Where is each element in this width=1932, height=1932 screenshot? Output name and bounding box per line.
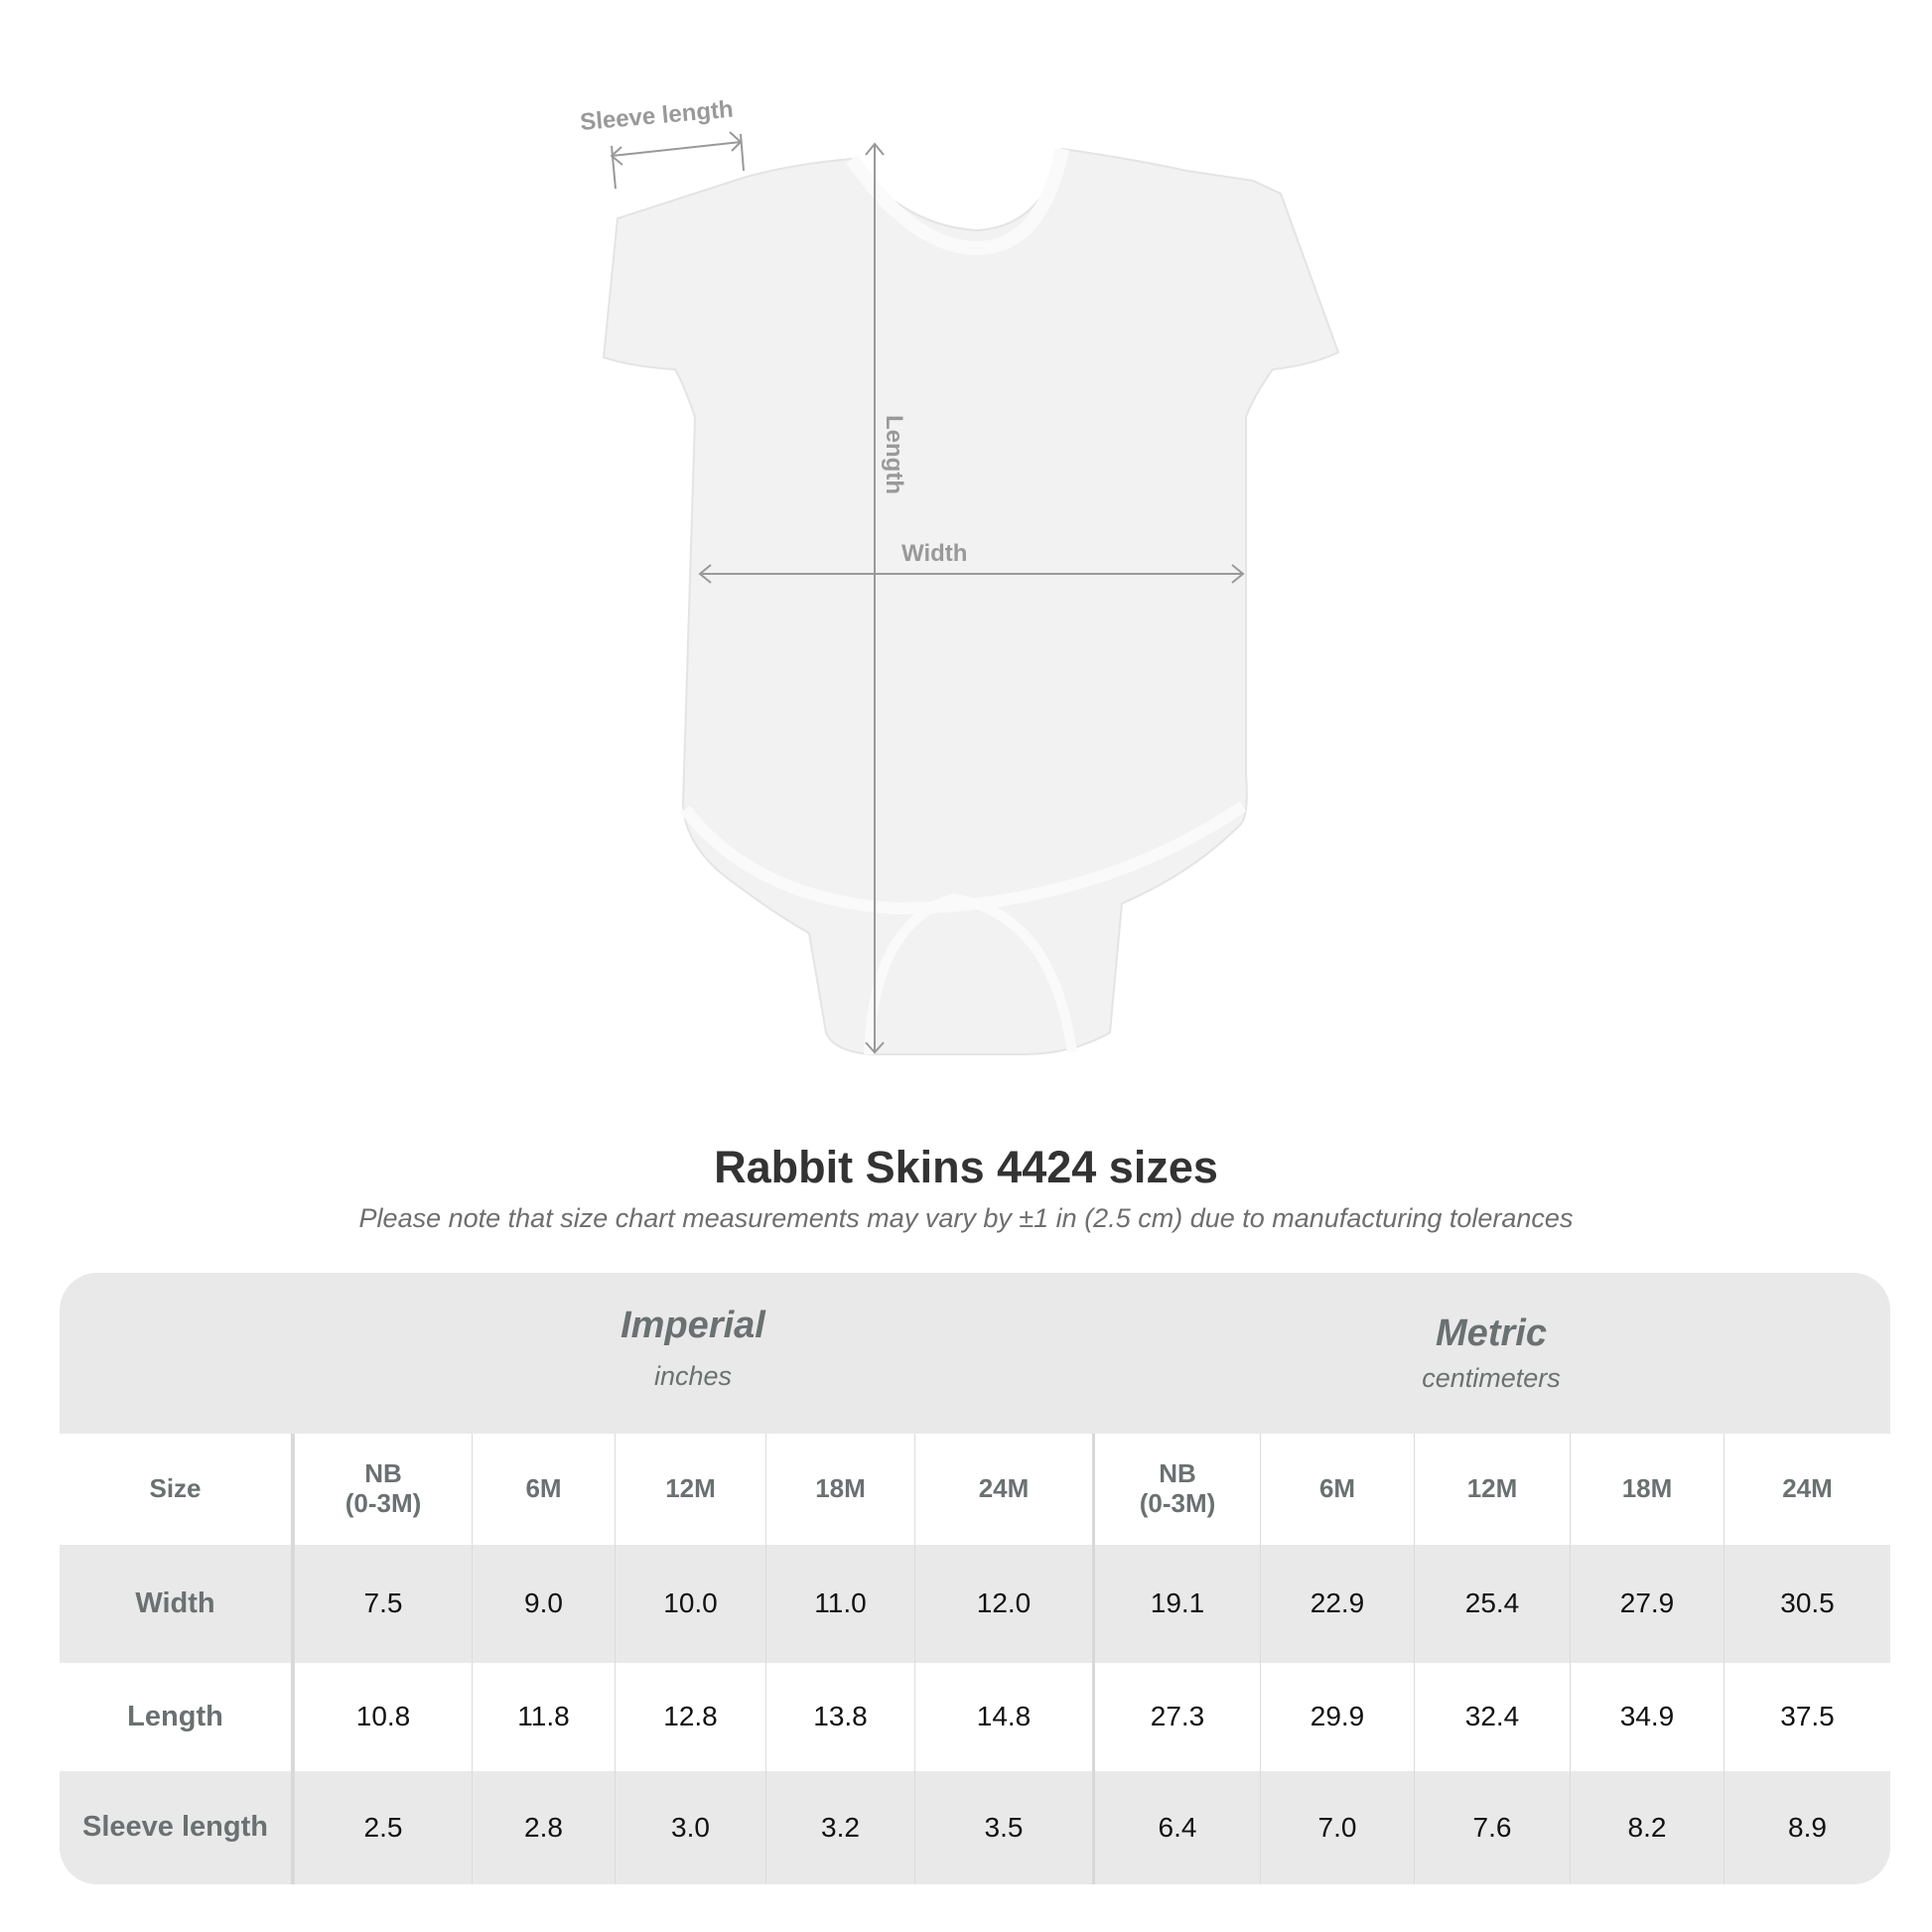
imperial-value: 2.5 xyxy=(294,1771,472,1884)
length-label: Length xyxy=(881,415,907,494)
metric-unit: centimeters xyxy=(1422,1363,1561,1393)
onesie-illustration xyxy=(602,147,1340,1055)
imperial-value: 10.0 xyxy=(615,1545,765,1663)
metric-value: 6.4 xyxy=(1092,1771,1260,1884)
imperial-header: Imperial inches xyxy=(294,1273,1092,1434)
imperial-unit: inches xyxy=(653,1361,733,1391)
imperial-value: 10.8 xyxy=(294,1663,472,1771)
size-header-cell: 6M xyxy=(1260,1434,1414,1545)
size-header-cell: 18M xyxy=(765,1434,914,1545)
sleeve-length-label: Sleeve length xyxy=(579,96,734,136)
imperial-value: 3.2 xyxy=(765,1771,914,1884)
size-header-cell: 18M xyxy=(1570,1434,1724,1545)
metric-value: 25.4 xyxy=(1414,1545,1570,1663)
onesie-diagram: Sleeve length Length Width xyxy=(579,96,1340,1055)
metric-title: Metric xyxy=(1436,1312,1547,1354)
imperial-value: 3.0 xyxy=(615,1771,765,1884)
metric-value: 7.0 xyxy=(1260,1771,1414,1884)
size-header-cell: 24M xyxy=(1724,1434,1890,1545)
imperial-value: 14.8 xyxy=(914,1663,1092,1771)
imperial-value: 12.0 xyxy=(914,1545,1092,1663)
size-header-cell: 6M xyxy=(472,1434,615,1545)
table-row: Width 7.5 9.0 10.0 11.0 12.0 19.1 22.9 25.4 27.9 3… xyxy=(60,1545,1890,1663)
imperial-value: 9.0 xyxy=(472,1545,615,1663)
imperial-value: 3.5 xyxy=(914,1771,1092,1884)
row-label: Sleeve length xyxy=(60,1771,294,1884)
metric-value: 19.1 xyxy=(1092,1545,1260,1663)
size-header-cell: NB (0-3M) xyxy=(1092,1434,1260,1545)
imperial-value: 11.0 xyxy=(765,1545,914,1663)
row-label: Length xyxy=(60,1663,294,1771)
imperial-value: 12.8 xyxy=(615,1663,765,1771)
metric-value: 29.9 xyxy=(1260,1663,1414,1771)
metric-value: 7.6 xyxy=(1414,1771,1570,1884)
size-header-cell: NB (0-3M) xyxy=(294,1434,472,1545)
metric-value: 8.9 xyxy=(1724,1771,1890,1884)
tolerance-note: Please note that size chart measurements… xyxy=(358,1203,1574,1233)
metric-value: 32.4 xyxy=(1414,1663,1570,1771)
metric-value: 37.5 xyxy=(1724,1663,1890,1771)
metric-value: 34.9 xyxy=(1570,1663,1724,1771)
size-label: Size xyxy=(60,1434,294,1545)
table-row: Length 10.8 11.8 12.8 13.8 14.8 27.3 29.9 32.4 34… xyxy=(60,1663,1890,1771)
page-title: Rabbit Skins 4424 sizes xyxy=(714,1142,1218,1192)
size-header-cell: 12M xyxy=(615,1434,765,1545)
imperial-value: 2.8 xyxy=(472,1771,615,1884)
metric-value: 22.9 xyxy=(1260,1545,1414,1663)
size-header-row: Size NB (0-3M) 6M 12M 18M 24M NB (0-3M) 6M 12M 18… xyxy=(60,1434,1890,1545)
size-header-cell: 24M xyxy=(914,1434,1092,1545)
metric-value: 27.9 xyxy=(1570,1545,1724,1663)
table-row: Sleeve length 2.5 2.8 3.0 3.2 3.5 6.4 7.0 7.6 8.2… xyxy=(60,1771,1890,1884)
imperial-value: 11.8 xyxy=(472,1663,615,1771)
metric-value: 27.3 xyxy=(1092,1663,1260,1771)
metric-header: Metric centimeters xyxy=(1092,1273,1890,1434)
imperial-value: 7.5 xyxy=(294,1545,472,1663)
metric-value: 8.2 xyxy=(1570,1771,1724,1884)
metric-value: 30.5 xyxy=(1724,1545,1890,1663)
size-table: Imperial inches Metric centimeters Size N… xyxy=(60,1273,1890,1884)
width-label: Width xyxy=(901,540,967,567)
imperial-title: Imperial xyxy=(621,1305,765,1346)
imperial-value: 13.8 xyxy=(765,1663,914,1771)
size-header-cell: 12M xyxy=(1414,1434,1570,1545)
measure-lines xyxy=(610,131,1245,1054)
row-label: Width xyxy=(60,1545,294,1663)
